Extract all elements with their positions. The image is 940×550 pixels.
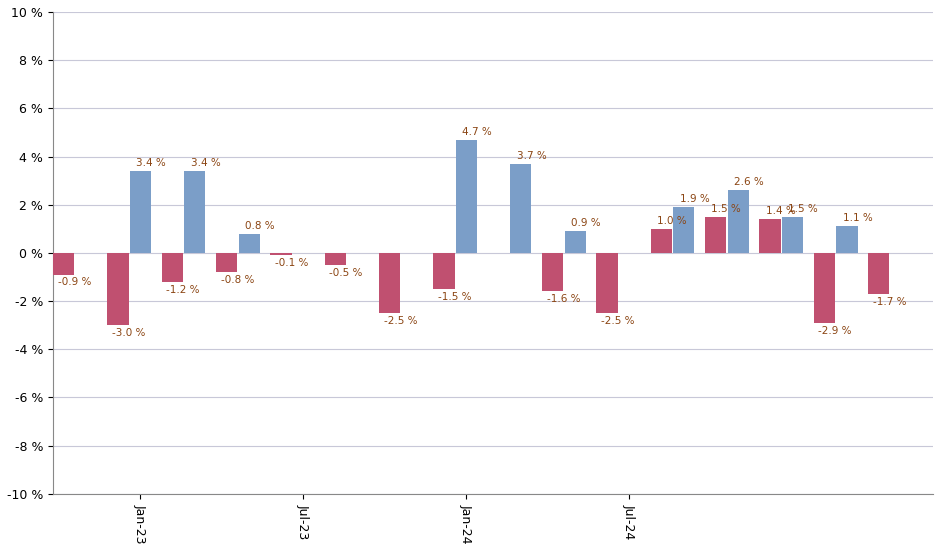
Bar [650,229,672,253]
Text: -3.0 %: -3.0 % [112,328,146,338]
Bar [271,253,291,255]
Text: 3.4 %: 3.4 % [136,158,166,168]
Bar [239,234,259,253]
Text: 3.4 %: 3.4 % [191,158,220,168]
Bar [760,219,780,253]
Bar [324,253,346,265]
Text: 0.9 %: 0.9 % [571,218,601,228]
Text: 1.1 %: 1.1 % [842,213,872,223]
Bar [216,253,237,272]
Text: -2.9 %: -2.9 % [818,326,852,336]
Text: 1.0 %: 1.0 % [657,216,687,226]
Bar [510,164,531,253]
Text: 3.7 %: 3.7 % [517,151,546,161]
Bar [162,253,183,282]
Text: -0.9 %: -0.9 % [57,277,91,288]
Bar [673,207,695,253]
Bar [107,253,129,325]
Text: -0.1 %: -0.1 % [274,258,308,268]
Text: -1.7 %: -1.7 % [872,297,906,307]
Bar [53,253,74,274]
Text: 1.9 %: 1.9 % [680,194,710,204]
Bar [456,140,478,253]
Text: -2.5 %: -2.5 % [384,316,417,326]
Bar [184,171,206,253]
Bar [705,217,727,253]
Text: -1.2 %: -1.2 % [166,285,199,295]
Text: 4.7 %: 4.7 % [462,126,492,137]
Bar [814,253,835,323]
Text: -0.8 %: -0.8 % [221,275,254,285]
Text: 1.5 %: 1.5 % [712,204,741,214]
Text: -1.5 %: -1.5 % [438,292,471,302]
Bar [542,253,563,292]
Bar [837,227,857,253]
Text: 2.6 %: 2.6 % [734,177,763,188]
Bar [596,253,618,313]
Text: -1.6 %: -1.6 % [546,294,580,304]
Bar [130,171,151,253]
Bar [433,253,455,289]
Bar [728,190,749,253]
Text: -2.5 %: -2.5 % [601,316,634,326]
Text: 1.5 %: 1.5 % [789,204,818,214]
Bar [869,253,889,294]
Bar [782,217,803,253]
Bar [379,253,400,313]
Text: 1.4 %: 1.4 % [766,206,795,216]
Text: -0.5 %: -0.5 % [329,268,363,278]
Text: 0.8 %: 0.8 % [245,221,274,230]
Bar [565,231,586,253]
